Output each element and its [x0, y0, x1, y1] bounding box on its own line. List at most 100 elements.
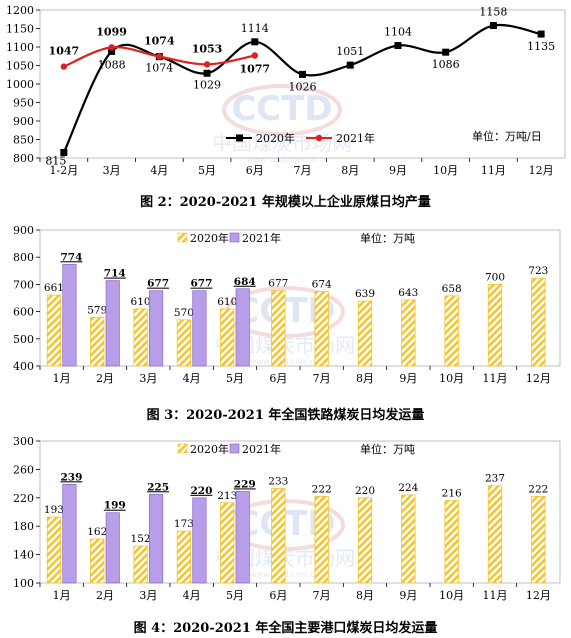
y-tick-label: 1100	[6, 41, 34, 54]
bar-2020	[46, 294, 62, 367]
y-tick-label: 260	[13, 463, 34, 476]
bar-label-2021: 225	[147, 481, 169, 493]
x-tick-label: 9月	[389, 164, 407, 177]
chart-panel-production: CCTD 中国煤炭市场网 www.cctd.com.cn 800 850 900 950 10…	[0, 0, 571, 190]
x-tick-label: 4月	[183, 589, 201, 602]
x-tick-label: 8月	[356, 372, 374, 385]
bar-label-2020: 677	[268, 278, 288, 290]
bar-2020	[133, 308, 148, 367]
watermark-url-text: www.cctd.com.cn	[247, 155, 317, 164]
legend-swatch-2020	[177, 232, 188, 243]
bar-2020	[401, 494, 416, 584]
legend-label-2021: 2021年	[336, 131, 375, 145]
bar-2020	[90, 316, 105, 367]
x-tick-label: 12月	[529, 164, 554, 177]
x-tick-label: 9月	[399, 589, 417, 602]
bar-label-2020: 639	[355, 288, 375, 300]
data-point-2021	[60, 63, 68, 70]
data-label-2020: 1135	[527, 40, 555, 53]
bar-label-2020: 193	[44, 504, 64, 516]
data-point-2020	[60, 148, 68, 156]
x-tick-label: 1月	[53, 589, 71, 602]
x-tick-label: 4月	[150, 164, 168, 177]
bar-2021	[62, 263, 77, 367]
bar-label-2020: 216	[442, 488, 462, 500]
bar-2021	[192, 497, 207, 584]
bar-2020	[531, 495, 546, 584]
legend-label-2021: 2021年	[242, 231, 281, 245]
legend-label-2021: 2021年	[242, 442, 281, 456]
bar-2020	[176, 319, 192, 367]
legend-label-2020: 2020年	[190, 442, 229, 456]
bar-label-2020: 579	[87, 304, 107, 316]
bar-label-2020: 658	[442, 283, 462, 295]
legend-swatch-2021	[229, 232, 240, 243]
legend-marker-2021	[315, 134, 323, 142]
chart-panel-railway: CCTD中国煤炭市场网www.cctd.com.cn40050060070080…	[0, 218, 571, 398]
data-point-2020	[442, 48, 450, 56]
bar-2020	[357, 300, 373, 367]
data-label-2020: 1026	[289, 80, 317, 93]
x-tick-label: 1月	[53, 372, 71, 385]
series-line-2020	[62, 23, 542, 153]
y-tick-label: 700	[13, 278, 34, 291]
y-tick-label: 220	[13, 492, 34, 505]
y-tick-label: 800	[13, 152, 34, 165]
x-tick-label: 11月	[483, 372, 508, 385]
bar-label-2020: 220	[355, 485, 375, 497]
watermark-ring	[222, 84, 342, 136]
x-tick-label: 6月	[246, 164, 264, 177]
y-tick-label: 850	[13, 134, 34, 147]
y-tick-label: 900	[13, 224, 34, 237]
bar-2020	[314, 495, 329, 584]
x-tick-label: 11月	[481, 164, 506, 177]
x-tick-label: 2月	[96, 589, 114, 602]
bar-2020	[271, 290, 286, 367]
bar-2020	[487, 284, 503, 367]
bar-label-2021: 774	[60, 251, 82, 263]
data-label-2021: 1077	[239, 63, 270, 76]
bar-2020	[133, 545, 148, 584]
data-point-2020	[489, 22, 497, 30]
legend-marker-2020	[236, 134, 243, 142]
y-tick-label: 1050	[6, 60, 34, 73]
bar-label-2020: 661	[44, 282, 64, 294]
data-point-2021	[203, 61, 211, 68]
x-tick-label: 5月	[226, 589, 244, 602]
bar-chart-railway: CCTD中国煤炭市场网www.cctd.com.cn40050060070080…	[13, 224, 561, 385]
bar-2021	[149, 290, 164, 367]
bar-2020	[314, 291, 329, 367]
caption-chart-production: 图 2：2020-2021 年规模以上企业原煤日均产量	[140, 195, 431, 210]
data-point-2020	[203, 69, 211, 77]
data-label-2020: 1104	[384, 26, 412, 39]
data-label-2020: 1086	[432, 58, 460, 71]
bar-2021	[149, 493, 164, 584]
data-label-2020: 1074	[145, 62, 173, 75]
watermark-logo-text: CCTD	[231, 89, 332, 129]
unit-label: 单位：万吨	[360, 442, 415, 456]
legend-label-2020: 2020年	[190, 231, 229, 245]
y-tick-label: 500	[13, 333, 34, 346]
legend-swatch-2021	[229, 443, 240, 454]
bar-label-2020: 213	[217, 490, 237, 502]
bar-2021	[62, 484, 77, 584]
data-label-2021: 1099	[96, 25, 127, 38]
x-tick-label: 1-2月	[50, 164, 79, 177]
legend-swatch-2020	[177, 443, 188, 454]
data-point-2021	[108, 44, 115, 51]
bar-2020	[271, 488, 286, 584]
y-tick-label: 300	[13, 435, 34, 448]
x-tick-label: 10月	[439, 589, 464, 602]
data-point-2020	[537, 30, 545, 38]
bar-label-2021: 239	[60, 471, 82, 483]
bar-2020	[220, 502, 235, 584]
data-label-2020: 1114	[241, 22, 269, 35]
bar-label-2020: 674	[312, 278, 332, 290]
bar-label-2020: 700	[485, 271, 505, 283]
chart-panel-port: CCTD中国煤炭市场网www.cctd.com.cn10014018022026…	[0, 431, 571, 611]
bar-2020	[444, 295, 459, 367]
bar-label-2020: 222	[312, 483, 332, 495]
data-point-2021	[251, 52, 258, 59]
bar-2021	[235, 288, 250, 367]
